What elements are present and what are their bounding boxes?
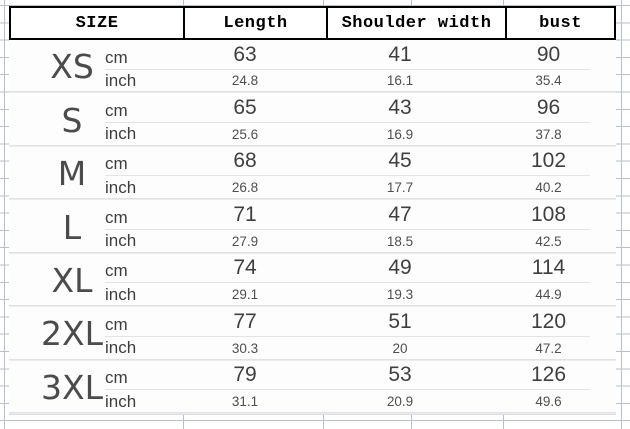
length-cm-value: 65 (233, 95, 257, 119)
unit-label-inch: inch (105, 70, 137, 90)
bust-inch-value: 40.2 (535, 180, 562, 196)
size-chart-header-row: SIZE Length Shoulder width bust (9, 6, 616, 40)
bust-cm-value: 108 (530, 202, 567, 226)
size-chart-body: XS cm 63 41 90 inch 24.8 16.1 35.4 S cm … (9, 40, 616, 415)
size-label: 2XL (41, 314, 103, 354)
size-row-group: 3XL cm 79 53 126 inch 31.1 20.9 49.6 (9, 361, 616, 415)
header-cell-bust: bust (505, 8, 614, 38)
shoulder-cm-value: 49 (388, 256, 412, 280)
length-cm-value: 68 (233, 149, 257, 173)
shoulder-cm-value: 47 (388, 202, 412, 226)
length-inch-value: 26.8 (231, 180, 259, 196)
length-inch-value: 27.9 (231, 233, 259, 249)
size-group-divider (9, 358, 616, 361)
unit-label-inch: inch (105, 177, 137, 197)
cm-inch-divider (105, 389, 590, 391)
bust-inch-value: 44.9 (535, 287, 562, 303)
shoulder-inch-value: 17.7 (386, 180, 414, 196)
size-group-divider (9, 91, 616, 94)
bust-cm-value: 120 (530, 309, 567, 333)
size-row-group: S cm 65 43 96 inch 25.6 16.9 37.8 (9, 93, 616, 147)
unit-label-inch: inch (105, 391, 137, 411)
length-inch-value: 25.6 (231, 126, 259, 142)
bust-inch-value: 47.2 (535, 340, 562, 356)
size-label: 3XL (41, 367, 103, 407)
size-row-group: XL cm 74 49 114 inch 29.1 19.3 44.9 (9, 254, 616, 308)
shoulder-inch-value: 19.3 (386, 287, 414, 303)
length-inch-value: 31.1 (231, 394, 259, 410)
cm-inch-divider (105, 175, 590, 177)
bust-cm-value: 114 (531, 256, 566, 280)
header-cell-size: SIZE (75, 13, 119, 33)
shoulder-cm-value: 43 (388, 95, 412, 119)
header-cell-shoulder-width: Shoulder width (326, 8, 505, 38)
cm-inch-divider (105, 335, 590, 337)
shoulder-cm-value: 41 (388, 42, 412, 66)
shoulder-cm-value: 53 (388, 363, 412, 387)
length-cm-value: 71 (233, 202, 257, 226)
size-row-group: 2XL cm 77 51 120 inch 30.3 20 47.2 (9, 307, 616, 361)
bust-cm-value: 96 (536, 95, 561, 119)
unit-label-cm: cm (105, 47, 128, 67)
bust-cm-value: 102 (530, 149, 567, 173)
size-label: XS (50, 47, 94, 87)
size-group-divider (9, 144, 616, 147)
cm-inch-divider (105, 121, 590, 123)
unit-label-inch: inch (105, 231, 137, 251)
bust-inch-value: 49.6 (535, 394, 562, 410)
bust-cm-value: 126 (530, 363, 567, 387)
size-label: XL (51, 260, 93, 300)
size-row-group: XS cm 63 41 90 inch 24.8 16.1 35.4 (9, 40, 616, 94)
unit-label-cm: cm (105, 368, 128, 388)
size-label: S (61, 100, 83, 140)
cm-inch-divider (105, 282, 590, 284)
shoulder-inch-value: 16.9 (386, 126, 414, 142)
unit-label-cm: cm (105, 154, 128, 174)
length-cm-value: 77 (233, 309, 257, 333)
size-label: M (57, 154, 87, 194)
unit-label-cm: cm (105, 100, 128, 120)
unit-label-inch: inch (105, 338, 137, 358)
header-cell-length: Length (183, 8, 326, 38)
size-group-divider (9, 198, 616, 201)
cm-inch-divider (105, 68, 590, 70)
unit-label-cm: cm (105, 261, 128, 281)
length-cm-value: 63 (233, 42, 257, 66)
bust-cm-value: 90 (536, 42, 561, 66)
size-group-divider (9, 251, 616, 254)
unit-label-cm: cm (105, 314, 128, 334)
unit-label-inch: inch (105, 284, 137, 304)
length-cm-value: 79 (233, 363, 257, 387)
length-cm-value: 74 (233, 256, 257, 280)
size-row-group: L cm 71 47 108 inch 27.9 18.5 42.5 (9, 200, 616, 254)
size-label: L (62, 207, 82, 247)
shoulder-inch-value: 20 (392, 340, 408, 356)
length-inch-value: 30.3 (231, 340, 259, 356)
length-inch-value: 24.8 (231, 73, 259, 89)
shoulder-cm-value: 51 (388, 309, 412, 333)
bust-inch-value: 42.5 (535, 233, 562, 249)
shoulder-cm-value: 45 (388, 149, 412, 173)
bust-inch-value: 37.8 (535, 126, 562, 142)
unit-label-inch: inch (105, 124, 137, 144)
length-inch-value: 29.1 (231, 287, 259, 303)
shoulder-inch-value: 20.9 (386, 394, 414, 410)
size-group-divider (9, 412, 616, 415)
shoulder-inch-value: 16.1 (386, 73, 414, 89)
size-row-group: M cm 68 45 102 inch 26.8 17.7 40.2 (9, 147, 616, 201)
unit-label-cm: cm (105, 207, 128, 227)
bust-inch-value: 35.4 (535, 73, 562, 89)
shoulder-inch-value: 18.5 (386, 233, 414, 249)
cm-inch-divider (105, 228, 590, 230)
size-group-divider (9, 305, 616, 308)
